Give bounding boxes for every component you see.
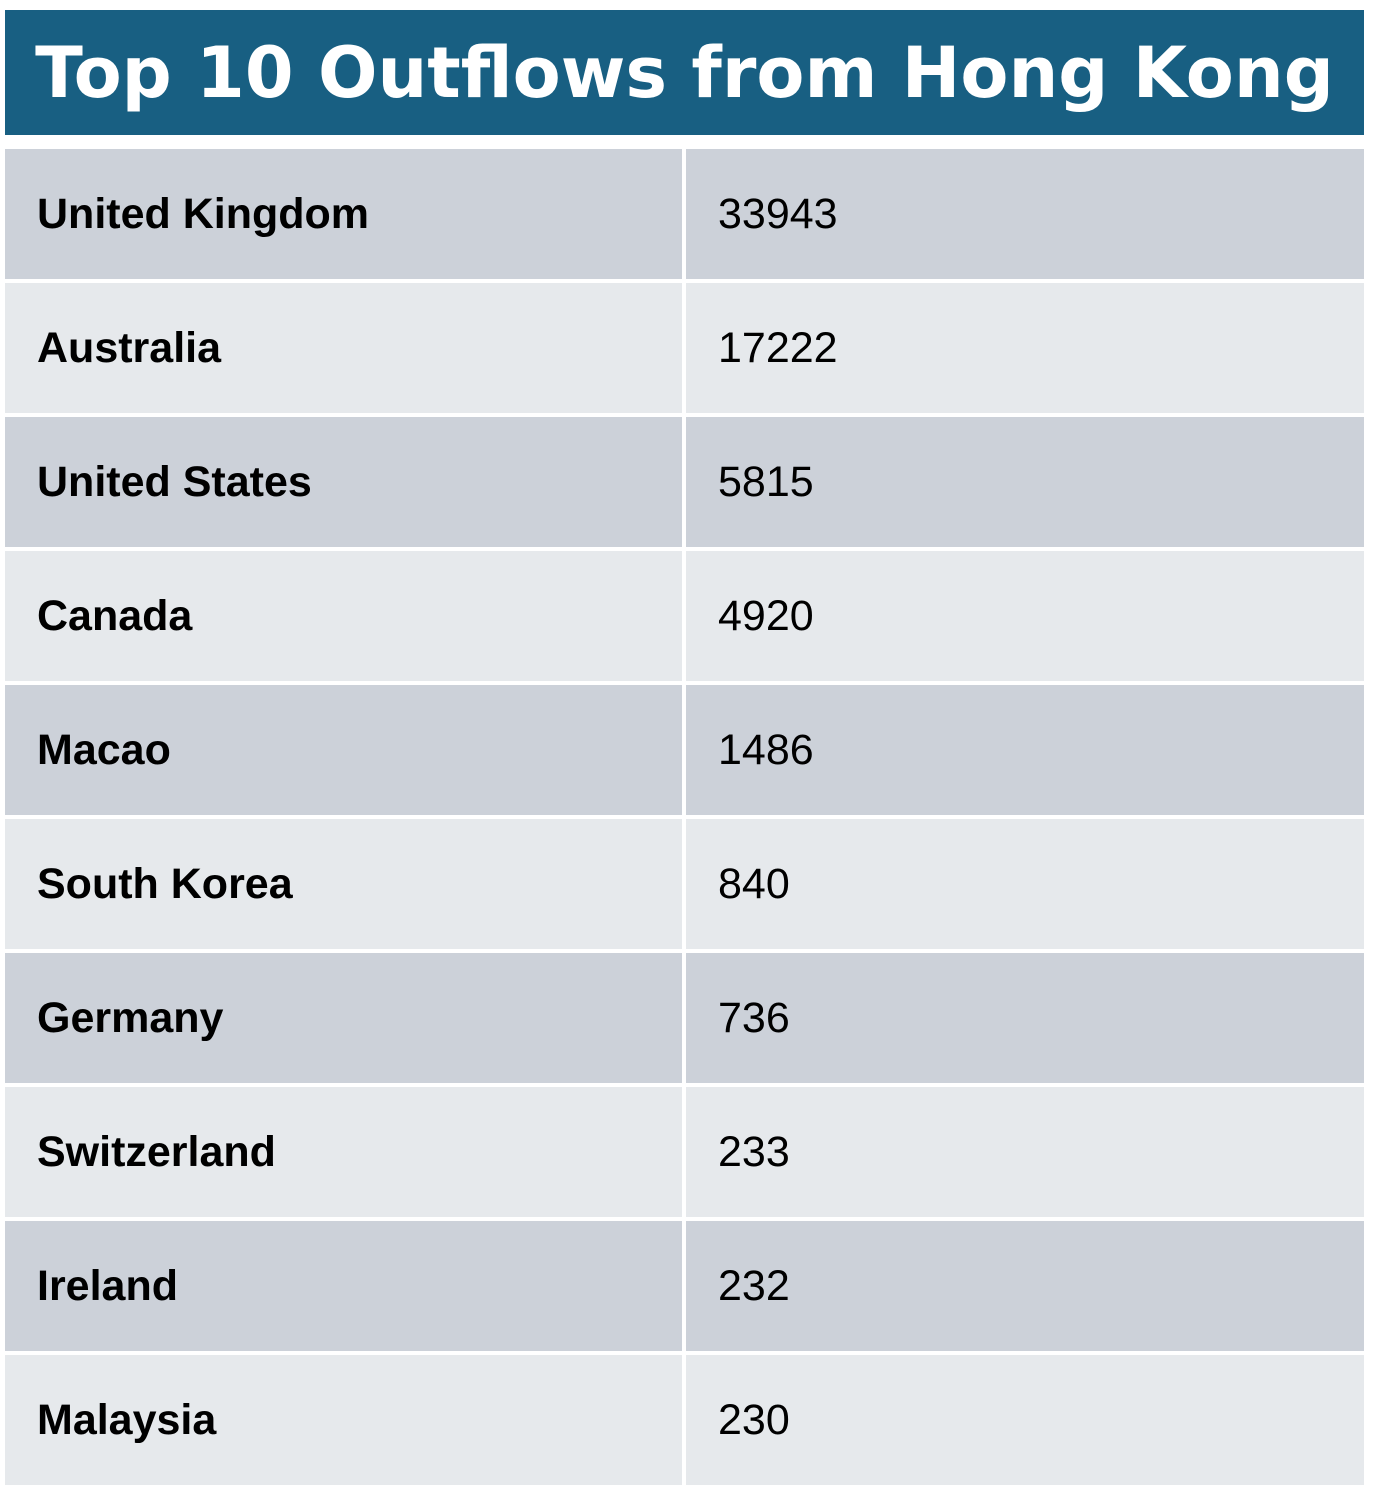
table-title-bar: Top 10 Outflows from Hong Kong: [5, 10, 1364, 135]
value-cell: 17222: [686, 283, 1364, 413]
value-cell: 1486: [686, 685, 1364, 815]
value-cell: 5815: [686, 417, 1364, 547]
country-cell: Ireland: [5, 1221, 682, 1351]
country-cell: Switzerland: [5, 1087, 682, 1217]
country-cell: Canada: [5, 551, 682, 681]
table-row: United States 5815: [5, 417, 1364, 547]
country-cell: United States: [5, 417, 682, 547]
value-cell: 840: [686, 819, 1364, 949]
value-cell: 230: [686, 1355, 1364, 1485]
table-row: Ireland 232: [5, 1221, 1364, 1351]
outflows-table: United Kingdom 33943 Australia 17222 United …: [5, 149, 1364, 1485]
country-cell: Australia: [5, 283, 682, 413]
value-cell: 233: [686, 1087, 1364, 1217]
country-cell: United Kingdom: [5, 149, 682, 279]
table-title: Top 10 Outflows from Hong Kong: [35, 31, 1334, 114]
table-row: Australia 17222: [5, 283, 1364, 413]
table-row: Malaysia 230: [5, 1355, 1364, 1485]
value-cell: 736: [686, 953, 1364, 1083]
value-cell: 4920: [686, 551, 1364, 681]
country-cell: Malaysia: [5, 1355, 682, 1485]
table-row: Macao 1486: [5, 685, 1364, 815]
country-cell: Macao: [5, 685, 682, 815]
table-row: Switzerland 233: [5, 1087, 1364, 1217]
table-row: Germany 736: [5, 953, 1364, 1083]
country-cell: Germany: [5, 953, 682, 1083]
value-cell: 232: [686, 1221, 1364, 1351]
table-row: United Kingdom 33943: [5, 149, 1364, 279]
table-row: Canada 4920: [5, 551, 1364, 681]
table-row: South Korea 840: [5, 819, 1364, 949]
country-cell: South Korea: [5, 819, 682, 949]
value-cell: 33943: [686, 149, 1364, 279]
